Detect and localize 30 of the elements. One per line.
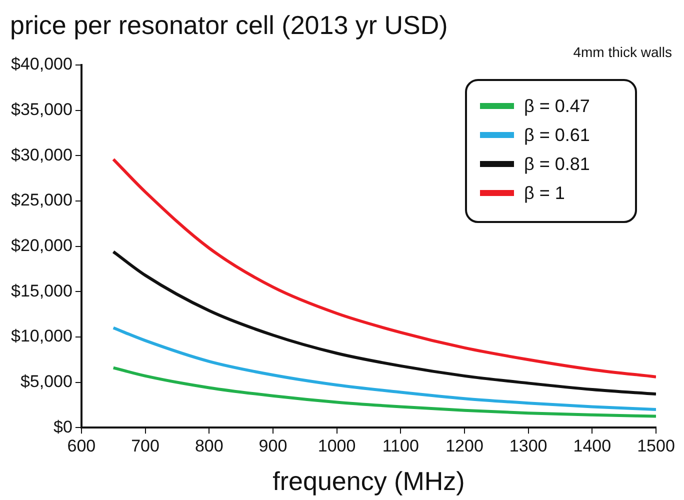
line-series: [112, 250, 656, 396]
legend-label: β = 0.81: [524, 154, 590, 174]
y-tick-label: $35,000: [11, 100, 72, 120]
x-axis-title: frequency (MHz): [272, 466, 465, 496]
x-tick-label: 1400: [573, 436, 612, 456]
y-tick-label: $15,000: [11, 281, 72, 300]
y-tick-label: $10,000: [11, 326, 72, 346]
x-tick-label: 1500: [637, 436, 675, 456]
y-tick-label: $30,000: [11, 145, 72, 164]
y-tick-label: $40,000: [11, 54, 72, 74]
x-tick-label: 700: [131, 436, 160, 456]
legend-label: β = 0.61: [524, 124, 590, 145]
y-tick-label: $20,000: [11, 236, 72, 255]
line-series: [112, 326, 656, 411]
y-tick-label: $25,000: [11, 190, 72, 210]
legend-label: β = 1: [524, 182, 565, 203]
y-tick-label: $5,000: [20, 372, 72, 391]
x-tick-label: 1000: [318, 436, 356, 456]
x-tick-label: 900: [258, 436, 288, 456]
x-tick-label: 1100: [382, 436, 419, 456]
text: 4mm thick walls: [573, 44, 672, 60]
x-tick-label: 800: [194, 436, 224, 456]
line-series: [112, 158, 656, 378]
x-tick-label: 1300: [509, 436, 548, 456]
x-tick-label: 1200: [446, 436, 484, 456]
chart-title: price per resonator cell (2013 yr USD): [10, 10, 448, 40]
y-tick-label: $0: [54, 417, 72, 436]
x-tick-label: 600: [67, 436, 96, 456]
line-series: [112, 366, 656, 418]
legend-label: β = 0.47: [524, 96, 590, 116]
